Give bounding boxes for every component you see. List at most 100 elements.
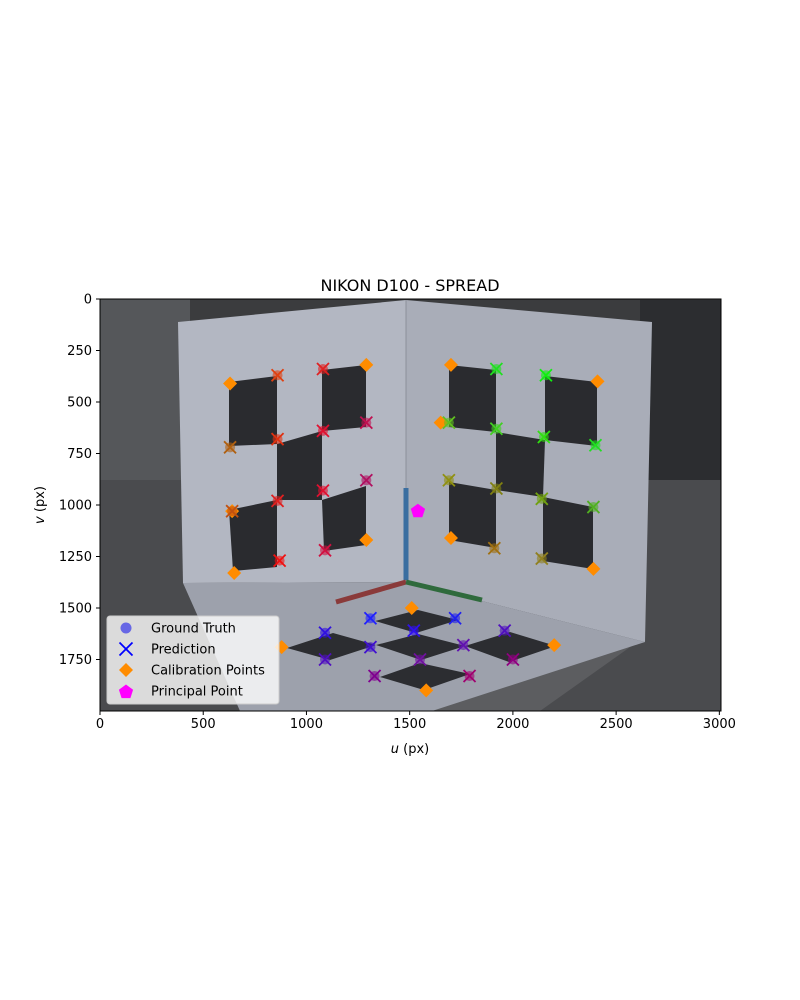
left-panel-square bbox=[322, 486, 366, 551]
y-tick-label: 500 bbox=[67, 396, 92, 411]
legend-label: Prediction bbox=[151, 643, 216, 658]
calibration-point bbox=[359, 357, 374, 372]
prediction-point bbox=[407, 624, 421, 638]
x-tick-label: 2000 bbox=[496, 717, 529, 732]
right-panel-square bbox=[496, 432, 545, 497]
prediction-point bbox=[489, 362, 504, 376]
prediction-point bbox=[462, 669, 477, 683]
x-tick-label: 1500 bbox=[393, 717, 426, 732]
legend-calibration-marker bbox=[119, 663, 133, 677]
prediction-point bbox=[363, 611, 378, 625]
calibration-point bbox=[223, 376, 238, 391]
x-axis-variable: u bbox=[391, 742, 399, 757]
prediction-point bbox=[487, 541, 501, 555]
prediction-point bbox=[489, 481, 504, 496]
floor-square bbox=[376, 634, 465, 660]
x-tick-label: 2500 bbox=[600, 717, 633, 732]
y-axis-unit: (px) bbox=[33, 486, 48, 516]
x-tick-label: 500 bbox=[191, 717, 216, 732]
prediction-point bbox=[270, 432, 285, 446]
prediction-point bbox=[442, 473, 456, 487]
legend-label: Calibration Points bbox=[151, 664, 265, 679]
legend-principal-marker bbox=[118, 684, 134, 699]
legend-prediction-marker bbox=[118, 641, 134, 657]
prediction-point bbox=[413, 652, 427, 667]
calibration-point bbox=[227, 565, 242, 580]
prediction-point bbox=[318, 652, 332, 667]
prediction-point bbox=[316, 362, 330, 376]
prediction-point bbox=[223, 440, 237, 454]
y-axis-variable: v bbox=[33, 516, 48, 524]
prediction-point bbox=[318, 626, 332, 640]
calibration-point bbox=[404, 601, 419, 615]
prediction-point bbox=[586, 500, 601, 514]
prediction-point bbox=[363, 640, 378, 654]
chart-title: NIKON D100 - SPREAD bbox=[320, 276, 499, 295]
calibration-point bbox=[419, 683, 434, 698]
photo-bg-left bbox=[100, 299, 190, 489]
y-tick-label: 1250 bbox=[59, 550, 92, 565]
legend-label: Ground Truth bbox=[151, 622, 236, 637]
prediction-point bbox=[318, 543, 332, 557]
y-tick-label: 1750 bbox=[59, 653, 92, 668]
prediction-point bbox=[506, 652, 520, 667]
prediction-point bbox=[272, 553, 287, 568]
prediction-point bbox=[359, 473, 373, 487]
legend-label: Principal Point bbox=[151, 685, 243, 700]
y-axis-label: v (px) bbox=[33, 486, 48, 524]
axes: 0 500 1000 1500 2000 2500 3000 0 250 500 750 1000 12… bbox=[59, 293, 736, 733]
object-axis-x bbox=[335, 579, 407, 605]
prediction-point bbox=[489, 422, 504, 436]
calibration-point bbox=[590, 374, 605, 389]
plot-marks bbox=[223, 357, 605, 698]
prediction-point bbox=[359, 415, 373, 430]
principal-point bbox=[410, 503, 426, 518]
right-panel-square bbox=[449, 482, 496, 548]
prediction-point bbox=[270, 494, 285, 508]
prediction-point bbox=[535, 492, 549, 506]
prediction-point bbox=[537, 430, 551, 444]
prediction-point bbox=[442, 415, 456, 430]
x-tick-label: 3000 bbox=[703, 717, 736, 732]
calibration-point bbox=[359, 533, 374, 548]
prediction-point bbox=[316, 424, 330, 438]
x-tick-label: 1000 bbox=[290, 717, 323, 732]
photo-bg-right bbox=[640, 300, 721, 480]
prediction-point bbox=[539, 368, 553, 382]
floor-square bbox=[465, 632, 556, 662]
y-tick-label: 1500 bbox=[59, 602, 92, 617]
legend-box bbox=[106, 615, 280, 705]
prediction-point bbox=[316, 483, 330, 498]
right-panel-square bbox=[543, 497, 593, 569]
y-tick-label: 250 bbox=[67, 344, 92, 359]
floor-square bbox=[287, 633, 376, 660]
prediction-point bbox=[535, 551, 549, 566]
floor-square bbox=[380, 663, 470, 690]
prediction-point bbox=[498, 624, 512, 638]
floor-square bbox=[375, 610, 458, 633]
legend-ground-truth-marker bbox=[120, 622, 132, 634]
left-panel-square bbox=[229, 500, 277, 571]
prediction-point bbox=[588, 438, 603, 452]
x-axis-label: u (px) bbox=[391, 742, 429, 757]
right-panel-square bbox=[545, 376, 597, 446]
x-tick-label: 0 bbox=[96, 717, 104, 732]
prediction-point bbox=[456, 638, 470, 652]
object-axis-y bbox=[405, 579, 483, 603]
prediction-point bbox=[448, 611, 462, 625]
y-tick-label: 1000 bbox=[59, 499, 92, 514]
left-panel-square bbox=[229, 376, 277, 446]
right-panel-square bbox=[449, 365, 496, 432]
calibration-point bbox=[443, 357, 458, 372]
calibration-point bbox=[443, 530, 458, 545]
calibration-point bbox=[586, 561, 601, 576]
y-tick-label: 750 bbox=[67, 447, 92, 462]
prediction-point bbox=[225, 504, 239, 518]
prediction-point bbox=[270, 368, 285, 382]
left-panel-square bbox=[322, 365, 366, 431]
prediction-point bbox=[367, 669, 382, 683]
y-tick-label: 0 bbox=[84, 293, 92, 308]
left-panel-square bbox=[277, 431, 322, 500]
legend: Ground Truth Prediction Calibration Points… bbox=[106, 615, 280, 705]
